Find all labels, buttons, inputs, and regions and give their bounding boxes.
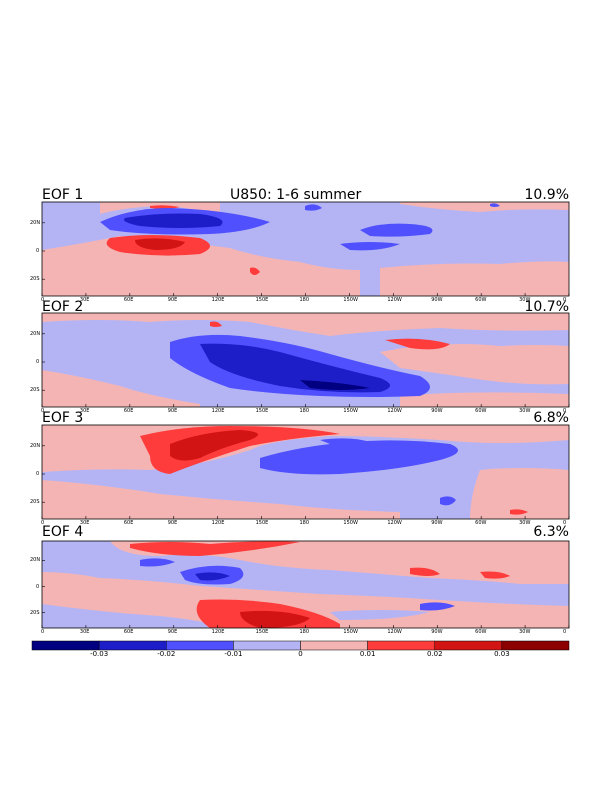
x-tick-label: 90E (167, 297, 178, 303)
x-tick-label: 150W (343, 629, 358, 635)
x-tick-label: 60W (475, 520, 487, 526)
x-tick-label: 90W (431, 297, 443, 303)
y-tick-label: 20S (30, 609, 40, 616)
colorbar-label: 0.01 (359, 650, 376, 658)
figure-title: U850: 1-6 summer (230, 187, 362, 203)
x-tick-label: 30E (79, 297, 90, 303)
panel-label-1: EOF 1 (42, 187, 84, 203)
x-tick-label: 0 (41, 297, 45, 303)
colorbar-label: 0.03 (494, 650, 510, 658)
x-tick-label: 90W (431, 408, 443, 414)
x-tick-label: 0 (563, 408, 567, 414)
y-tick-label: 20N (30, 442, 41, 449)
y-tick-label: 0 (36, 471, 40, 477)
x-tick-label: 120E (211, 408, 225, 414)
x-tick-label: 150E (255, 408, 269, 414)
x-tick-label: 90W (431, 520, 443, 526)
map-panel-eof3 (42, 425, 569, 519)
panel-label-4: EOF 4 (42, 524, 84, 540)
x-tick-label: 30E (79, 629, 90, 635)
x-tick-label: 0 (41, 520, 45, 526)
y-tick-label: 0 (36, 583, 40, 590)
colorbar-label: -0.01 (224, 650, 243, 658)
x-tick-label: 30E (79, 408, 90, 414)
x-tick-label: 0 (41, 629, 45, 635)
colorbar-segment (434, 640, 503, 651)
x-tick-label: 150W (343, 408, 358, 414)
y-tick-label: 20S (30, 387, 40, 394)
y-tick-label: 20N (30, 330, 41, 337)
x-tick-label: 60E (123, 408, 134, 414)
x-tick-label: 30W (519, 297, 531, 303)
x-tick-label: 60E (123, 520, 134, 526)
y-tick-label: 20N (30, 557, 41, 564)
x-tick-label: 30W (519, 629, 531, 635)
colorbar-segment (233, 640, 301, 651)
x-tick-label: 180 (299, 297, 310, 303)
x-tick-label: 150E (255, 297, 269, 303)
colorbar-label: 0 (298, 650, 303, 658)
panel-label-2: EOF 2 (42, 299, 84, 315)
x-tick-label: 120W (387, 520, 402, 526)
x-tick-label: 90W (431, 629, 443, 635)
y-tick-label: 20S (30, 499, 40, 506)
x-tick-label: 0 (563, 629, 567, 635)
panel-percent-4: 6.3% (533, 524, 569, 540)
colorbar-label: -0.02 (157, 650, 176, 658)
x-tick-label: 90E (167, 629, 178, 635)
x-tick-label: 90E (167, 408, 178, 414)
x-tick-label: 60E (123, 629, 134, 635)
x-tick-label: 60W (475, 629, 487, 635)
x-tick-label: 180 (299, 629, 310, 635)
x-tick-label: 60E (123, 297, 134, 303)
map-panel-eof1 (42, 202, 569, 296)
x-tick-label: 150E (255, 629, 269, 635)
x-tick-label: 30E (79, 520, 90, 526)
colorbar-segment (31, 640, 100, 651)
x-tick-label: 60W (475, 297, 487, 303)
x-tick-label: 0 (41, 408, 45, 414)
colorbar-label: -0.03 (90, 650, 109, 658)
y-tick-label: 0 (36, 359, 40, 365)
x-tick-label: 120W (387, 297, 402, 303)
x-tick-label: 120E (211, 520, 225, 526)
x-tick-label: 120E (211, 297, 225, 303)
x-tick-label: 90E (167, 520, 178, 526)
colorbar-segment (166, 640, 234, 651)
colorbar-segment (367, 640, 435, 651)
panel-label-3: EOF 3 (42, 410, 84, 426)
x-tick-label: 180 (299, 520, 310, 526)
panel-percent-2: 10.7% (524, 299, 569, 315)
x-tick-label: 30W (519, 408, 531, 414)
x-tick-label: 150W (343, 520, 358, 526)
x-tick-label: 120E (211, 629, 225, 635)
map-panel-eof4 (42, 541, 569, 628)
x-tick-label: 180 (299, 408, 310, 414)
colorbar-label: 0.02 (426, 650, 443, 658)
x-tick-label: 120W (387, 629, 402, 635)
x-tick-label: 150W (343, 297, 358, 303)
colorbar-segment (300, 640, 368, 651)
colorbar-segment (501, 640, 570, 651)
y-tick-label: 20N (30, 219, 41, 226)
tick-marks (41, 222, 570, 628)
colorbar-segment (98, 640, 167, 651)
x-tick-label: 150E (255, 520, 269, 526)
y-tick-label: 0 (36, 248, 40, 254)
colorbar (31, 640, 570, 651)
y-tick-label: 20S (30, 276, 40, 283)
panel-percent-3: 6.8% (533, 410, 569, 426)
x-tick-label: 60W (475, 408, 487, 414)
panel-percent-1: 10.9% (524, 187, 569, 203)
x-tick-label: 30W (519, 520, 531, 526)
map-panel-eof2 (42, 313, 569, 407)
x-tick-label: 0 (563, 520, 567, 526)
x-tick-label: 0 (563, 297, 567, 303)
x-tick-label: 120W (387, 408, 402, 414)
